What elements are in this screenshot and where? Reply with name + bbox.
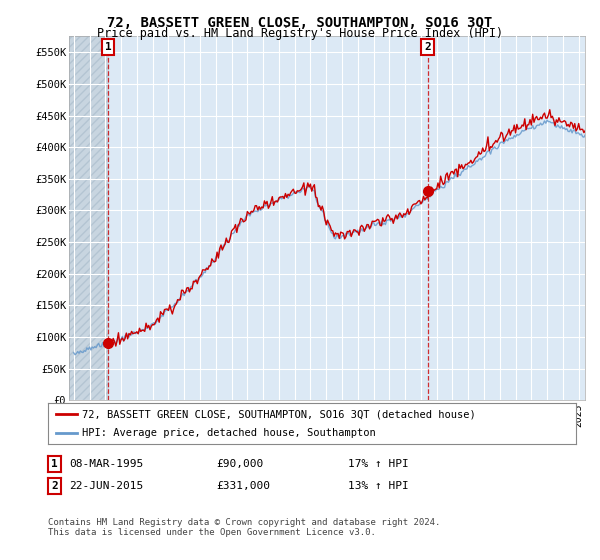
- Text: 08-MAR-1995: 08-MAR-1995: [69, 459, 143, 469]
- Text: Contains HM Land Registry data © Crown copyright and database right 2024.
This d: Contains HM Land Registry data © Crown c…: [48, 518, 440, 538]
- Text: 2: 2: [424, 42, 431, 52]
- Text: 1: 1: [104, 42, 112, 52]
- Text: 2: 2: [51, 481, 58, 491]
- Text: 1: 1: [51, 459, 58, 469]
- Text: 72, BASSETT GREEN CLOSE, SOUTHAMPTON, SO16 3QT: 72, BASSETT GREEN CLOSE, SOUTHAMPTON, SO…: [107, 16, 493, 30]
- Text: 13% ↑ HPI: 13% ↑ HPI: [348, 481, 409, 491]
- Text: 72, BASSETT GREEN CLOSE, SOUTHAMPTON, SO16 3QT (detached house): 72, BASSETT GREEN CLOSE, SOUTHAMPTON, SO…: [82, 409, 476, 419]
- Text: HPI: Average price, detached house, Southampton: HPI: Average price, detached house, Sout…: [82, 428, 376, 437]
- Text: 17% ↑ HPI: 17% ↑ HPI: [348, 459, 409, 469]
- Text: £331,000: £331,000: [216, 481, 270, 491]
- Text: 22-JUN-2015: 22-JUN-2015: [69, 481, 143, 491]
- Text: Price paid vs. HM Land Registry's House Price Index (HPI): Price paid vs. HM Land Registry's House …: [97, 27, 503, 40]
- Text: £90,000: £90,000: [216, 459, 263, 469]
- Bar: [69, 36, 108, 400]
- Bar: [69, 36, 108, 400]
